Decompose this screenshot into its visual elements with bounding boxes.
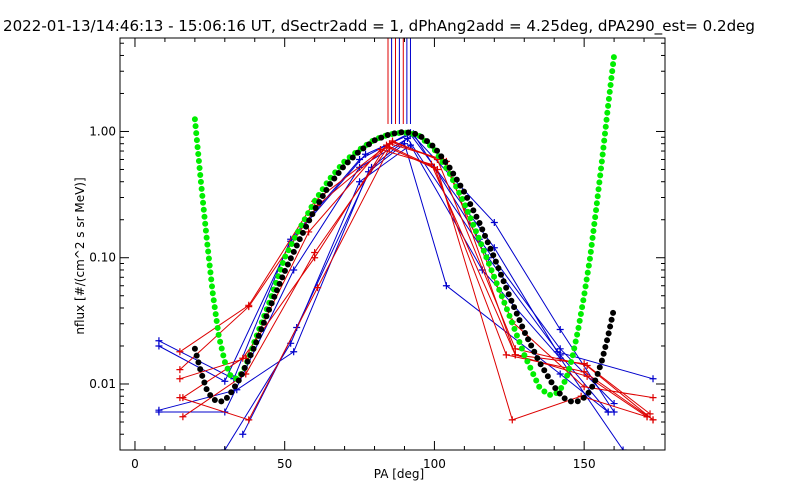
x-tick-label-0: 0 [131,457,139,471]
series-9-point-5 [502,351,510,359]
x-tick-label-1: 50 [277,457,292,471]
series-11-point-0 [179,413,187,421]
series-4-point-7 [604,408,612,416]
series-9-point-6 [580,368,588,376]
series-8-point-3 [377,145,385,153]
series-11-point-5 [511,345,519,353]
series-9-point-7 [649,416,657,424]
series-1-point-0 [155,342,163,350]
series-4-point-0 [155,406,163,414]
series-4-point-6 [556,370,564,378]
series-6-point-6 [580,383,588,391]
series-line-10 [179,147,648,421]
series-1-point-7 [649,375,657,383]
y-axis-label: nflux [#/(cm^2 s sr MeV)] [73,177,87,334]
series-5-point-5 [556,345,564,353]
series-11-point-3 [389,137,396,145]
series-6-point-0 [176,348,184,356]
x-tick-label-3: 150 [573,457,596,471]
series-4-point-5 [442,282,450,290]
series-7-point-1 [245,303,253,311]
series-0-point-5 [490,219,498,227]
y-tick-label-2: 1.00 [89,124,116,138]
series-10-point-5 [508,416,516,424]
series-8-point-2 [305,228,313,236]
series-3-point-2 [356,178,364,186]
series-8-point-0 [176,375,184,383]
series-3-point-3 [406,141,414,149]
fit-curve-1 [191,129,618,405]
series-2-point-2 [290,266,298,274]
series-5-point-0 [239,430,247,438]
x-tick-label-2: 100 [423,457,446,471]
series-11-point-2 [311,249,319,257]
series-10-point-1 [245,416,253,424]
series-5-point-6 [610,400,618,408]
series-line-3 [224,144,624,450]
plot-frame [119,37,666,451]
series-line-4 [158,142,609,413]
series-1-point-1 [221,377,229,385]
y-tick-label-0: 0.01 [89,377,116,391]
x-axis-label: PA [deg] [374,467,424,481]
series-4-point-2 [290,348,298,356]
series-line-8 [179,148,648,418]
series-1-point-3 [362,150,370,158]
series-3-point-6 [619,446,627,450]
series-6-point-7 [649,394,657,402]
series-line-1 [158,133,654,382]
y-tick-label-1: 0.10 [89,251,116,265]
series-10-point-2 [314,284,322,292]
series-line-6 [179,143,654,399]
series-11-point-7 [646,410,654,418]
series-line-11 [182,140,651,418]
series-7-point-0 [176,366,184,374]
series-11-point-6 [583,362,591,370]
series-0-point-7 [610,408,618,416]
series-9-point-1 [239,354,247,362]
chart-title: 2022-01-13/14:46:13 - 15:06:16 UT, dSect… [3,17,755,36]
series-10-point-0 [176,394,184,402]
series-10-point-4 [433,165,441,173]
series-0-point-6 [556,326,564,334]
